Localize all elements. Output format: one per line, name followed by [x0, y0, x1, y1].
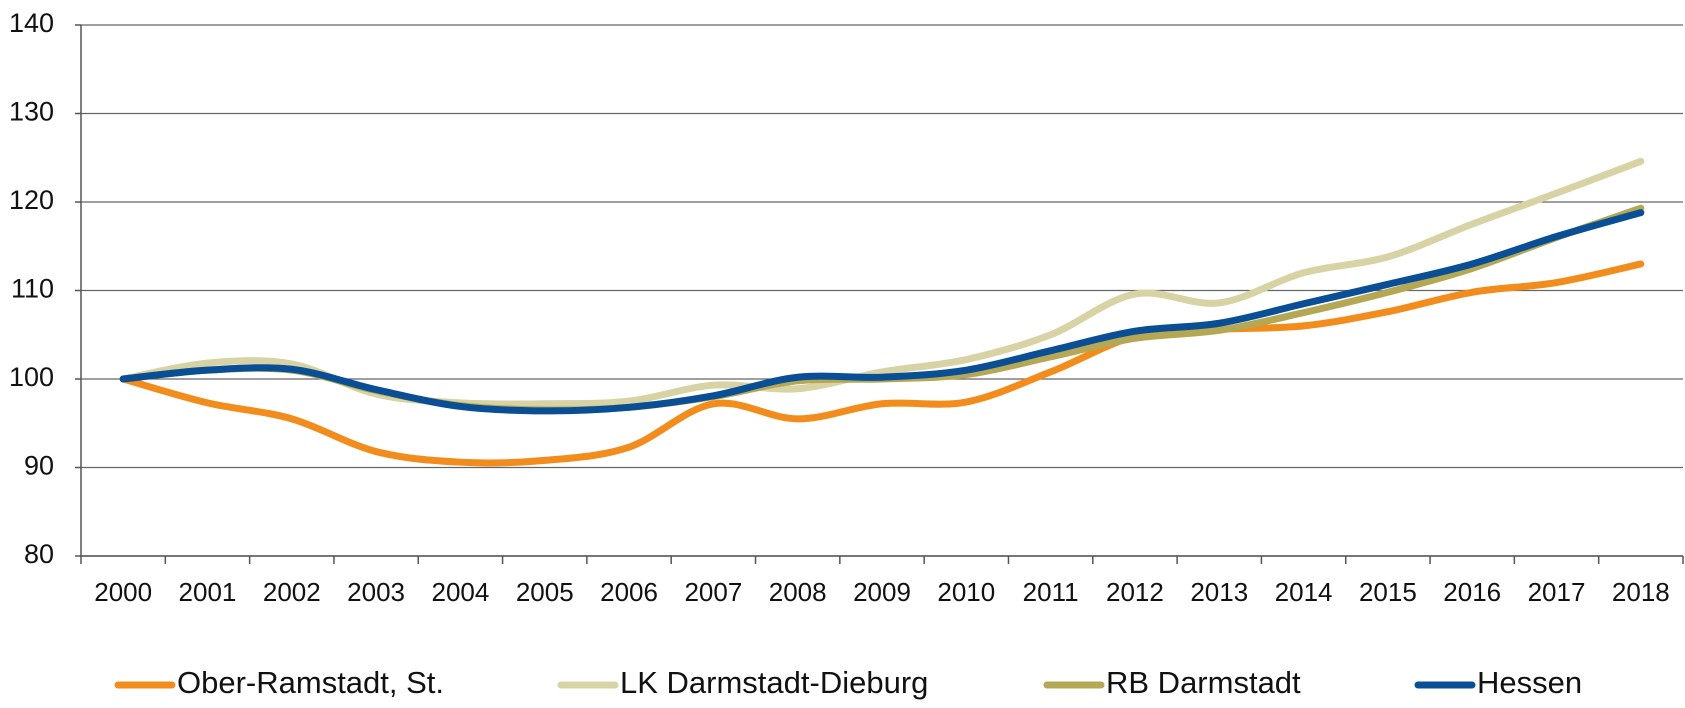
x-tick-label: 2010 [937, 577, 995, 607]
series-line [119, 260, 1645, 467]
x-tick-label: 2017 [1528, 577, 1586, 607]
x-tick-label: 2014 [1275, 577, 1333, 607]
x-tick-label: 2007 [684, 577, 742, 607]
x-tick-label: 2012 [1106, 577, 1164, 607]
x-tick-label: 2001 [179, 577, 237, 607]
x-tick-label: 2008 [769, 577, 827, 607]
y-tick-label: 130 [9, 97, 54, 127]
x-tick-label: 2002 [263, 577, 321, 607]
x-tick-label: 2015 [1359, 577, 1417, 607]
x-tick-label: 2016 [1443, 577, 1501, 607]
legend-label: RB Darmstadt [1106, 665, 1301, 700]
y-tick-label: 90 [24, 451, 54, 481]
legend-label: Hessen [1477, 665, 1582, 700]
y-tick-label: 110 [11, 274, 54, 304]
y-tick-label: 120 [9, 185, 54, 215]
legend-label: LK Darmstadt-Dieburg [620, 665, 928, 700]
legend-label: Ober-Ramstadt, St. [177, 665, 444, 700]
y-tick-label: 140 [9, 8, 54, 38]
x-tick-label: 2003 [347, 577, 405, 607]
y-tick-label: 100 [9, 362, 54, 392]
x-tick-label: 2013 [1190, 577, 1248, 607]
x-tick-label: 2004 [431, 577, 489, 607]
x-tick-label: 2006 [600, 577, 658, 607]
series-line [119, 209, 1645, 415]
x-tick-label: 2000 [94, 577, 152, 607]
x-tick-label: 2005 [516, 577, 574, 607]
x-tick-label: 2011 [1023, 577, 1079, 607]
x-tick-label: 2009 [853, 577, 911, 607]
y-tick-label: 80 [24, 539, 54, 569]
x-tick-label: 2018 [1612, 577, 1670, 607]
